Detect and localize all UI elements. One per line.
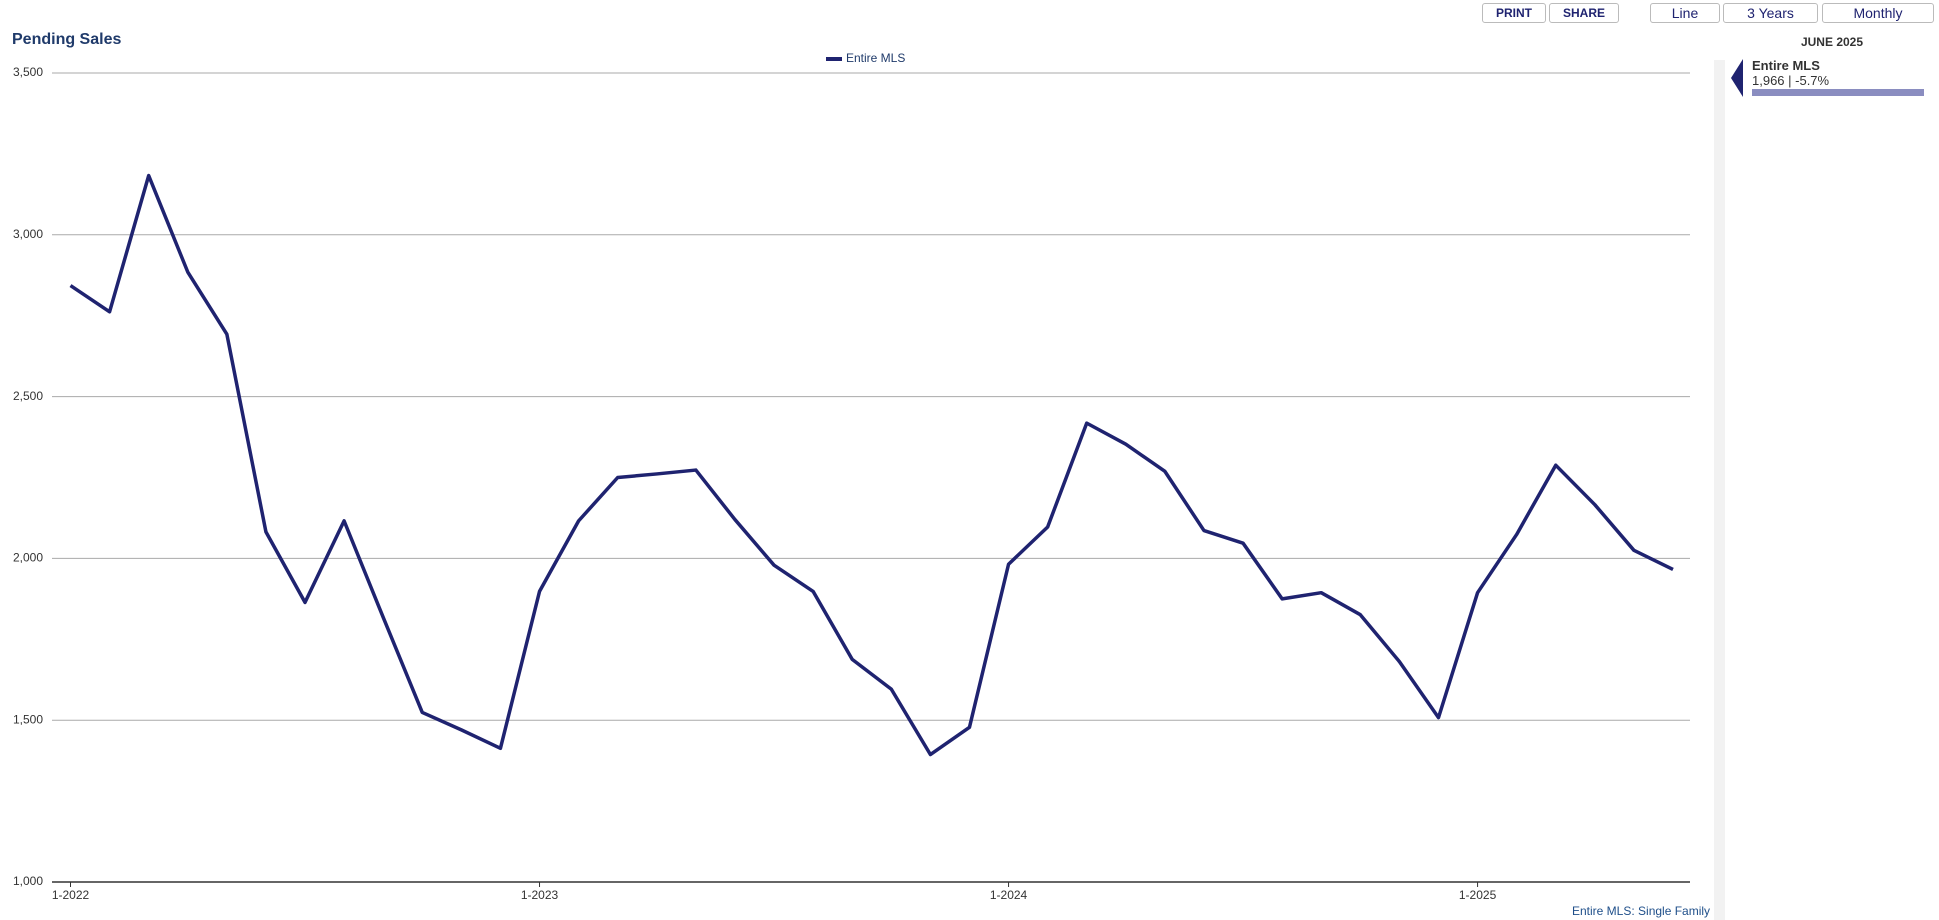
chart-type-select[interactable]: Line <box>1650 3 1720 23</box>
x-tick-label: 1-2023 <box>521 888 559 902</box>
y-tick-label: 3,500 <box>13 65 43 79</box>
print-button[interactable]: PRINT <box>1482 3 1546 23</box>
sidebar-bar <box>1752 89 1924 96</box>
y-tick-label: 2,500 <box>13 389 43 403</box>
x-tick-label: 1-2025 <box>1459 888 1497 902</box>
sidebar-summary: 1,966 | -5.7% <box>1752 73 1830 88</box>
footer-note: Entire MLS: Single Family <box>1572 904 1711 918</box>
sidebar-marker <box>1731 59 1743 97</box>
y-tick-label: 2,000 <box>13 551 43 565</box>
share-button[interactable]: SHARE <box>1549 3 1619 23</box>
y-tick-label: 3,000 <box>13 227 43 241</box>
sidebar: JUNE 2025 Entire MLS 1,966 | -5.7% <box>1725 0 1939 920</box>
y-tick-label: 1,500 <box>13 712 43 726</box>
legend-swatch <box>826 57 842 61</box>
series-line <box>69 173 1674 757</box>
x-tick-label: 1-2022 <box>52 888 90 902</box>
sidebar-period: JUNE 2025 <box>1800 35 1864 49</box>
sidebar-series: Entire MLS <box>1752 58 1820 73</box>
interval-select[interactable]: Monthly <box>1822 3 1934 23</box>
chart-title: Pending Sales <box>12 31 121 48</box>
y-tick-label: 1,000 <box>13 874 43 888</box>
divider <box>1714 60 1725 920</box>
legend-label: Entire MLS <box>846 51 905 65</box>
x-tick-label: 1-2024 <box>990 888 1028 902</box>
range-select[interactable]: 3 Years <box>1723 3 1818 23</box>
